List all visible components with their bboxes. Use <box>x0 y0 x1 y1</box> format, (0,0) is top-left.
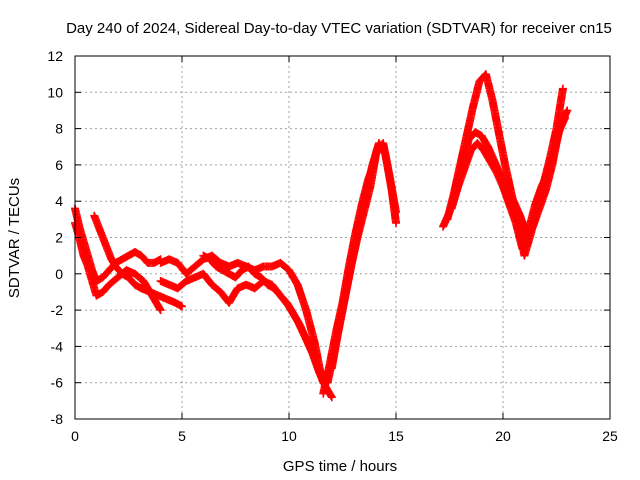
y-tick-label: 10 <box>47 84 63 100</box>
x-tick-label: 5 <box>178 428 186 444</box>
x-tick-label: 0 <box>71 428 79 444</box>
x-tick-label: 20 <box>495 428 511 444</box>
y-tick-label: 8 <box>55 121 63 137</box>
y-tick-label: 0 <box>55 266 63 282</box>
data-point <box>392 208 400 217</box>
axis-ticks: 0 5 10 15 20 25 -8 -6 -4 -2 0 2 4 6 8 10 12 <box>47 48 618 444</box>
y-tick-label: 2 <box>55 230 63 246</box>
data-point <box>156 306 165 315</box>
y-tick-label: -2 <box>51 302 64 318</box>
x-tick-label: 10 <box>281 428 297 444</box>
data-point <box>327 393 336 402</box>
x-axis-label: GPS time / hours <box>283 458 397 475</box>
series-track-12 <box>447 106 572 253</box>
series-track-1 <box>71 204 165 286</box>
y-tick-label: -4 <box>51 338 64 354</box>
y-tick-label: 6 <box>55 157 63 173</box>
data-point <box>326 391 335 400</box>
series-track-6 <box>199 251 336 402</box>
x-tick-label: 25 <box>602 428 618 444</box>
y-axis-label: SDTVAR / TECUs <box>6 178 23 298</box>
y-tick-label: 4 <box>55 193 63 209</box>
data-point <box>392 218 400 227</box>
data-points <box>71 70 572 402</box>
data-point <box>178 302 186 311</box>
data-point <box>558 84 567 93</box>
y-tick-label: -8 <box>51 411 64 427</box>
series-track-9 <box>327 139 400 373</box>
series-track-3 <box>90 211 186 311</box>
chart-title: Day 240 of 2024, Sidereal Day-to-day VTE… <box>66 20 612 37</box>
x-tick-label: 15 <box>388 428 404 444</box>
y-tick-label: 12 <box>47 48 63 64</box>
y-tick-label: -6 <box>51 375 64 391</box>
data-point <box>563 106 572 115</box>
